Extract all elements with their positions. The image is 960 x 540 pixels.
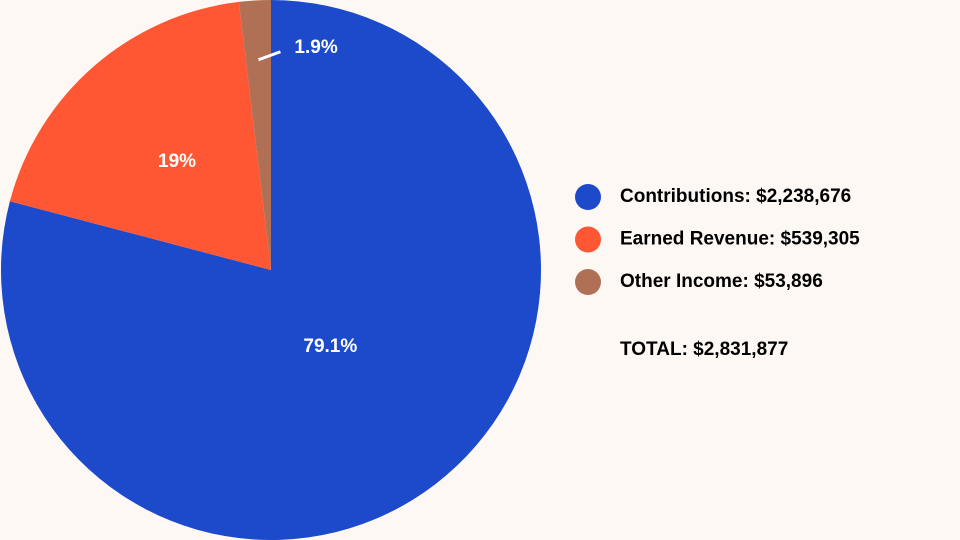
pie-slice xyxy=(9,1,271,271)
data-label: 1.9% xyxy=(294,37,337,58)
legend-marker xyxy=(575,184,601,210)
pie-slice xyxy=(1,0,541,540)
legend-marker xyxy=(575,269,601,295)
legend-label: Other Income: $53,896 xyxy=(620,271,823,292)
legend-label: Contributions: $2,238,676 xyxy=(620,186,851,207)
legend-label: Earned Revenue: $539,305 xyxy=(620,229,860,250)
legend-marker xyxy=(575,226,601,253)
data-label: 19% xyxy=(158,151,196,172)
total-annotation: TOTAL: $2,831,877 xyxy=(620,339,788,360)
leader-line xyxy=(257,50,281,62)
data-label: 79.1% xyxy=(303,336,357,357)
pie-slice xyxy=(238,0,271,270)
